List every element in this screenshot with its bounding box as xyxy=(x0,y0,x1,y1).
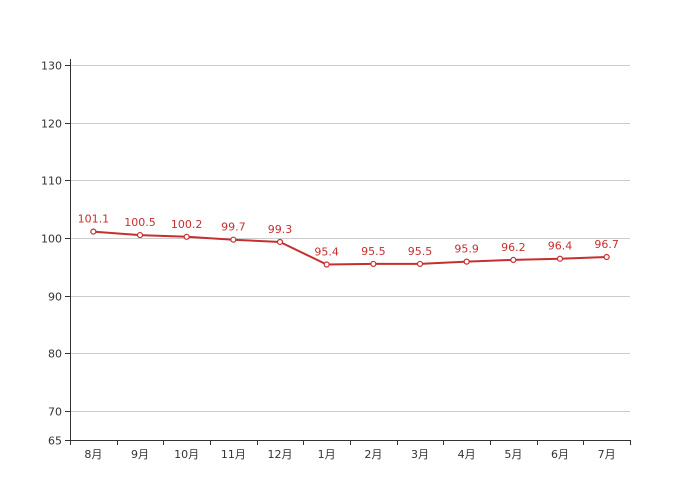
data-label: 100.2 xyxy=(171,218,203,231)
x-tick-label: 2月 xyxy=(364,448,382,461)
data-labels: 101.1 100.5 100.2 99.7 99.3 95.4 95.5 95.5 95.9 9… xyxy=(78,213,619,259)
axes xyxy=(70,59,630,441)
data-point xyxy=(370,260,377,268)
x-axis-ticks: 8月 9月 10月 11月 12月 1月 2月 3月 4月 5月 6月 7月 xyxy=(70,440,631,461)
x-tick-label: 4月 xyxy=(458,448,476,461)
x-tick-label: 9月 xyxy=(131,448,149,461)
x-tick-label: 10月 xyxy=(174,448,199,461)
data-point xyxy=(416,260,424,268)
x-tick-label: 5月 xyxy=(504,448,522,461)
series-line xyxy=(93,230,607,266)
y-tick-label: 90 xyxy=(48,291,62,304)
data-point xyxy=(90,228,97,235)
series-line-group xyxy=(93,230,607,266)
data-label: 101.1 xyxy=(78,213,110,226)
data-point xyxy=(510,256,517,263)
data-label: 96.4 xyxy=(548,240,573,253)
data-point xyxy=(183,233,190,240)
x-tick-label: 8月 xyxy=(84,448,102,461)
data-point xyxy=(556,255,564,262)
data-label: 100.5 xyxy=(124,216,156,229)
data-label: 96.2 xyxy=(501,241,526,254)
data-label: 95.5 xyxy=(408,245,433,258)
y-tick-label: 110 xyxy=(41,175,62,188)
x-tick-label: 3月 xyxy=(411,448,429,461)
x-tick-label: 7月 xyxy=(598,448,616,461)
x-tick-label: 6月 xyxy=(551,448,569,461)
data-point xyxy=(276,238,284,246)
data-point xyxy=(230,236,237,243)
x-tick-label: 11月 xyxy=(221,448,246,461)
data-label: 95.4 xyxy=(314,246,339,259)
data-points xyxy=(90,228,610,268)
y-tick-label: 100 xyxy=(41,233,62,246)
y-tick-label: 70 xyxy=(48,406,62,419)
y-axis-ticks: 65 70 80 90 100 110 120 130 xyxy=(41,60,70,448)
x-tick-label: 1月 xyxy=(318,448,336,461)
data-label: 99.3 xyxy=(268,223,293,236)
data-point xyxy=(323,261,330,268)
data-point xyxy=(463,258,470,265)
data-label: 95.5 xyxy=(361,245,386,258)
data-point xyxy=(136,231,144,239)
y-tick-label: 65 xyxy=(48,435,62,448)
data-point xyxy=(603,253,610,261)
data-label: 99.7 xyxy=(221,221,246,234)
y-tick-label: 80 xyxy=(48,348,62,361)
gridlines xyxy=(70,65,630,412)
x-tick-label: 12月 xyxy=(268,448,293,461)
y-tick-label: 130 xyxy=(41,60,62,73)
data-label: 95.9 xyxy=(454,243,479,256)
data-label: 96.7 xyxy=(594,238,619,251)
y-tick-label: 120 xyxy=(41,118,62,131)
